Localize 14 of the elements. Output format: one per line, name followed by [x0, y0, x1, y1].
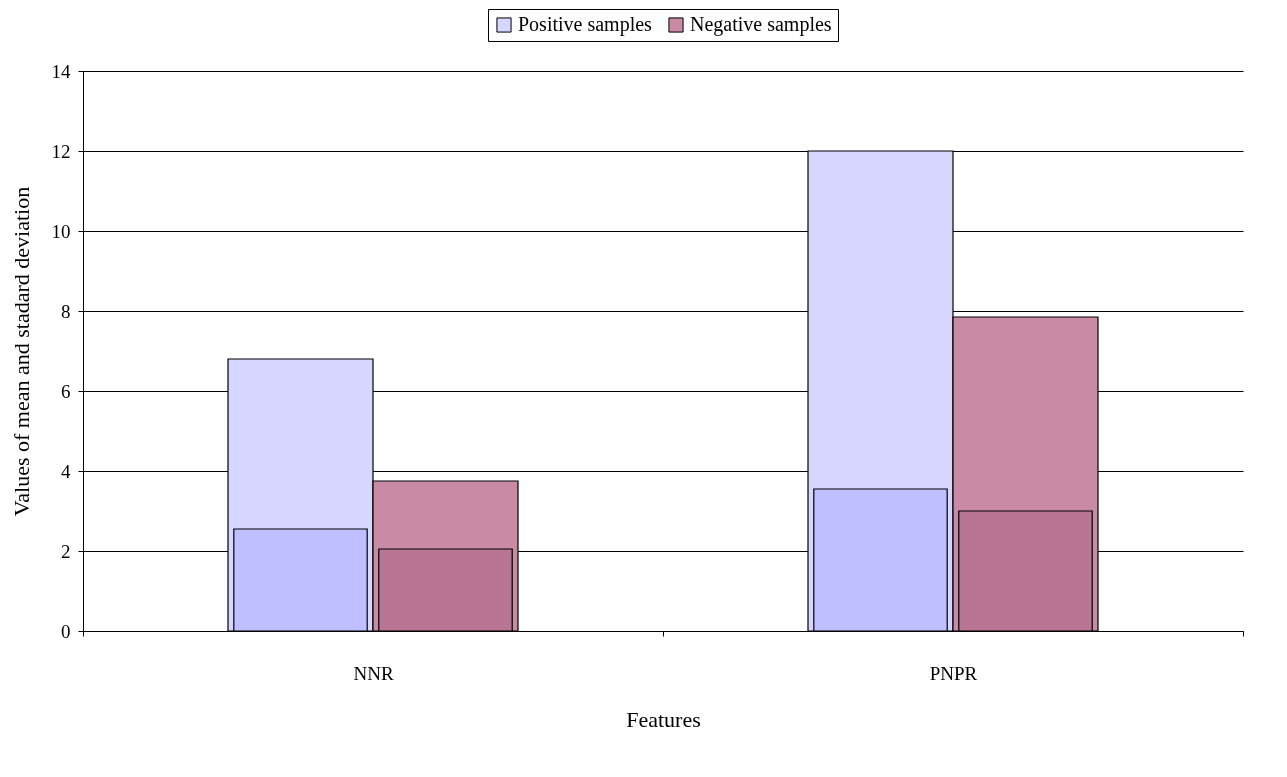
y-tick-label: 4	[61, 460, 71, 482]
y-tick-label: 8	[61, 300, 71, 322]
y-tick-label: 0	[61, 620, 71, 642]
y-tick-label: 12	[51, 140, 71, 162]
y-axis-title: Values of mean and stadard deviation	[8, 186, 34, 517]
y-tick-label: 6	[61, 380, 71, 402]
x-axis-title: Features	[626, 706, 701, 732]
legend-label: Positive samples	[518, 13, 653, 36]
y-tick-label: 2	[61, 540, 71, 562]
x-tick-label: NNR	[353, 662, 394, 684]
y-tick-label: 14	[51, 60, 71, 82]
x-tick-label: PNPR	[929, 662, 978, 684]
y-tick-label: 10	[51, 220, 71, 242]
legend-label: Negative samples	[690, 13, 832, 36]
